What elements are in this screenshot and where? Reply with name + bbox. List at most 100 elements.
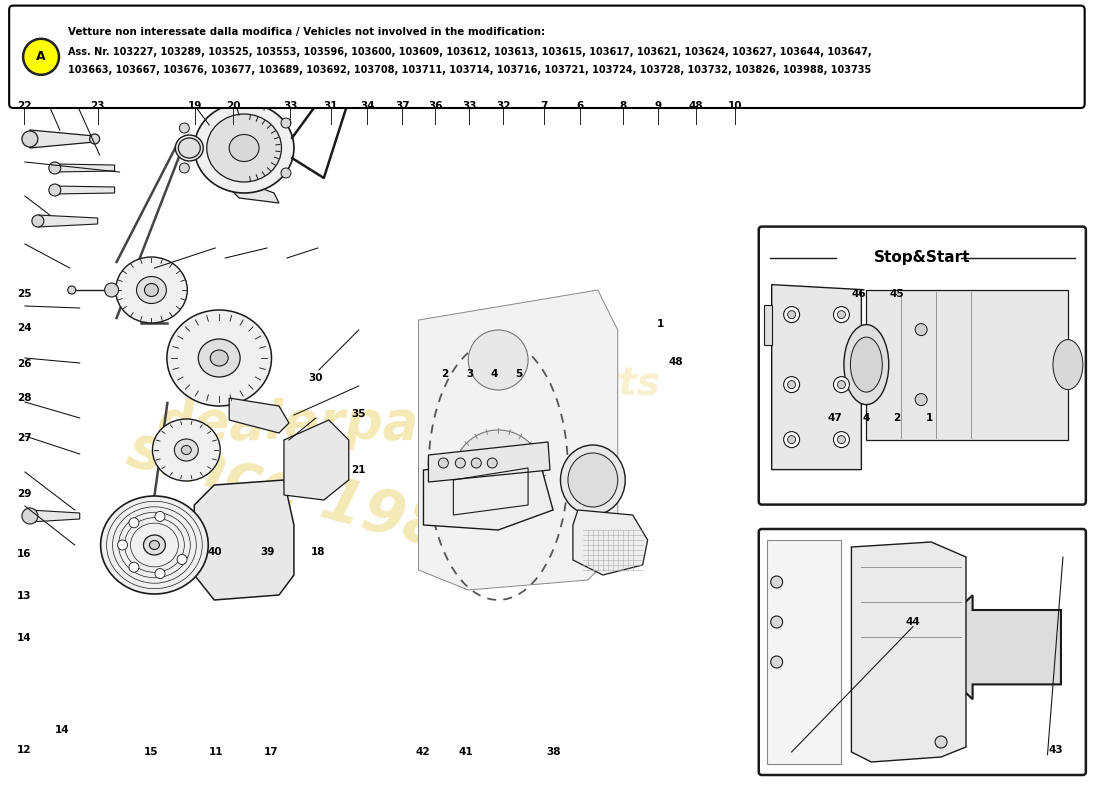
Ellipse shape <box>144 283 158 297</box>
Circle shape <box>471 458 482 468</box>
Polygon shape <box>30 510 79 522</box>
Text: 36: 36 <box>428 101 442 110</box>
Text: 33: 33 <box>462 101 476 110</box>
Circle shape <box>455 458 465 468</box>
Circle shape <box>333 54 344 66</box>
Circle shape <box>23 38 59 74</box>
Circle shape <box>771 576 783 588</box>
Circle shape <box>155 511 165 522</box>
Polygon shape <box>284 420 349 500</box>
FancyBboxPatch shape <box>759 529 1086 775</box>
Circle shape <box>469 330 528 390</box>
Ellipse shape <box>167 310 272 406</box>
Circle shape <box>788 310 795 318</box>
Ellipse shape <box>561 445 625 515</box>
Text: 23: 23 <box>90 101 104 110</box>
Ellipse shape <box>116 257 187 323</box>
Circle shape <box>155 569 165 578</box>
Text: 34: 34 <box>360 101 374 110</box>
Circle shape <box>915 394 927 406</box>
Polygon shape <box>763 305 772 345</box>
Polygon shape <box>428 442 550 482</box>
Text: 45: 45 <box>889 290 904 299</box>
Text: 3: 3 <box>466 369 474 378</box>
Text: 46: 46 <box>852 290 867 299</box>
Circle shape <box>453 430 543 520</box>
Text: 41: 41 <box>459 747 473 757</box>
Circle shape <box>771 616 783 628</box>
Polygon shape <box>195 480 294 600</box>
Ellipse shape <box>175 439 198 461</box>
Text: 25: 25 <box>16 289 32 298</box>
Text: 48: 48 <box>669 357 683 366</box>
Circle shape <box>48 162 60 174</box>
Text: parts: parts <box>546 365 660 403</box>
Text: 38: 38 <box>547 747 561 757</box>
Circle shape <box>783 431 800 448</box>
Circle shape <box>487 458 497 468</box>
Ellipse shape <box>198 339 240 377</box>
Circle shape <box>68 286 76 294</box>
Text: 30: 30 <box>308 373 323 382</box>
Ellipse shape <box>850 337 882 392</box>
Ellipse shape <box>195 103 294 193</box>
Circle shape <box>837 310 846 318</box>
Ellipse shape <box>207 114 282 182</box>
Circle shape <box>502 61 515 75</box>
Circle shape <box>837 435 846 443</box>
Circle shape <box>834 377 849 393</box>
Text: 32: 32 <box>496 101 510 110</box>
Polygon shape <box>229 178 279 203</box>
Text: 20: 20 <box>227 101 241 110</box>
Ellipse shape <box>210 350 228 366</box>
Ellipse shape <box>1053 339 1082 390</box>
Text: 18: 18 <box>310 547 326 557</box>
Text: 35: 35 <box>351 410 365 419</box>
Circle shape <box>22 131 37 147</box>
Polygon shape <box>37 215 98 227</box>
Text: 1: 1 <box>658 319 664 329</box>
Text: 4: 4 <box>862 413 869 422</box>
FancyBboxPatch shape <box>9 6 1085 108</box>
Circle shape <box>48 184 60 196</box>
Circle shape <box>432 49 444 61</box>
Text: 2: 2 <box>893 413 900 422</box>
Circle shape <box>439 458 449 468</box>
Text: 37: 37 <box>395 101 409 110</box>
Text: 22: 22 <box>16 101 32 110</box>
Text: dealerparts: dealerparts <box>156 398 502 450</box>
Text: Stop&Start: Stop&Start <box>874 250 970 265</box>
Polygon shape <box>55 186 114 194</box>
Text: 26: 26 <box>16 359 32 369</box>
Text: 13: 13 <box>16 591 32 601</box>
Polygon shape <box>30 130 95 148</box>
Circle shape <box>90 134 100 144</box>
Ellipse shape <box>568 453 618 507</box>
Circle shape <box>22 508 37 524</box>
Polygon shape <box>851 542 966 762</box>
Ellipse shape <box>150 541 160 550</box>
Text: Ass. Nr. 103227, 103289, 103525, 103553, 103596, 103600, 103609, 103612, 103613,: Ass. Nr. 103227, 103289, 103525, 103553,… <box>68 46 871 57</box>
Ellipse shape <box>143 535 165 555</box>
Ellipse shape <box>844 325 889 405</box>
Polygon shape <box>772 285 861 470</box>
Text: since 1985: since 1985 <box>121 420 493 572</box>
Text: 103663, 103667, 103676, 103677, 103689, 103692, 103708, 103711, 103714, 103716, : 103663, 103667, 103676, 103677, 103689, … <box>68 65 871 74</box>
Text: 21: 21 <box>351 466 365 475</box>
Text: A: A <box>36 50 46 63</box>
Text: 9: 9 <box>654 101 661 110</box>
FancyBboxPatch shape <box>759 226 1086 505</box>
Circle shape <box>788 381 795 389</box>
Polygon shape <box>424 455 553 530</box>
Text: 16: 16 <box>16 550 32 559</box>
Polygon shape <box>767 540 842 764</box>
Polygon shape <box>918 595 1060 699</box>
Text: Vetture non interessate dalla modifica / Vehicles not involved in the modificati: Vetture non interessate dalla modifica /… <box>68 26 546 37</box>
Circle shape <box>118 540 128 550</box>
Text: 5: 5 <box>515 369 522 378</box>
Ellipse shape <box>175 135 204 161</box>
Text: 19: 19 <box>188 101 202 110</box>
Circle shape <box>783 306 800 322</box>
Text: 48: 48 <box>689 101 703 110</box>
Text: 4: 4 <box>491 369 498 378</box>
